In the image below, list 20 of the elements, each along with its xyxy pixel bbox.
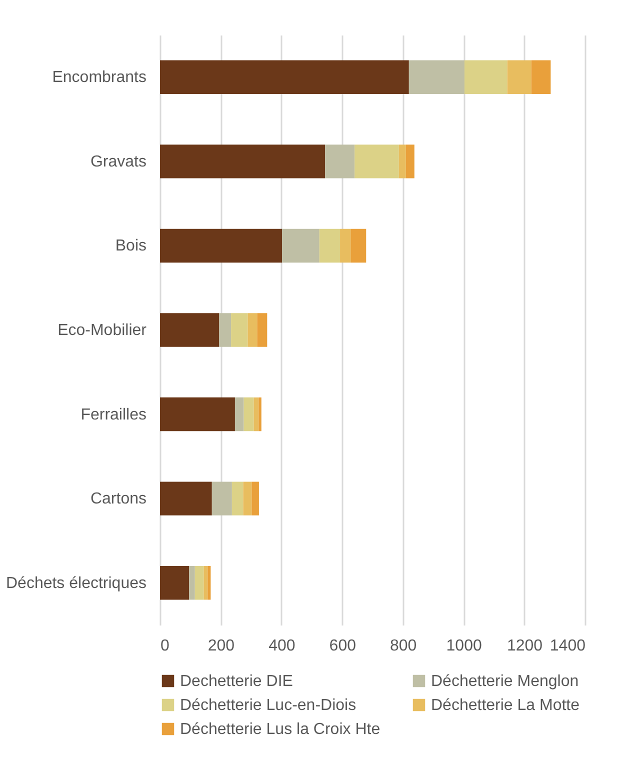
x-tick-label: 0 bbox=[160, 638, 170, 654]
x-tick-label: 600 bbox=[329, 638, 356, 654]
x-tick-label: 1000 bbox=[446, 638, 482, 654]
legend-label: Déchetterie Lus la Croix Hte bbox=[180, 721, 380, 738]
legend-label: Déchetterie La Motte bbox=[431, 697, 580, 714]
x-tick-label: 200 bbox=[208, 638, 235, 654]
y-tick-label: Encombrants bbox=[52, 69, 146, 86]
legend-label: Déchetterie Menglon bbox=[431, 673, 579, 690]
x-tick-label: 1400 bbox=[550, 638, 586, 654]
x-tick-label: 800 bbox=[390, 638, 417, 654]
legend-label: Dechetterie DIE bbox=[180, 673, 293, 690]
y-tick-label: Déchets électriques bbox=[6, 574, 146, 592]
y-tick-label: Ferrailles bbox=[80, 406, 146, 424]
x-tick-label: 400 bbox=[268, 638, 296, 654]
y-tick-label: Eco-Mobilier bbox=[58, 322, 148, 339]
y-tick-label: Gravats bbox=[90, 153, 146, 170]
legend-label: Déchetterie Luc-en-Diois bbox=[180, 697, 356, 714]
y-tick-label: Bois bbox=[115, 238, 146, 255]
y-tick-label: Cartons bbox=[90, 490, 146, 508]
x-tick-label: 1200 bbox=[506, 638, 543, 654]
